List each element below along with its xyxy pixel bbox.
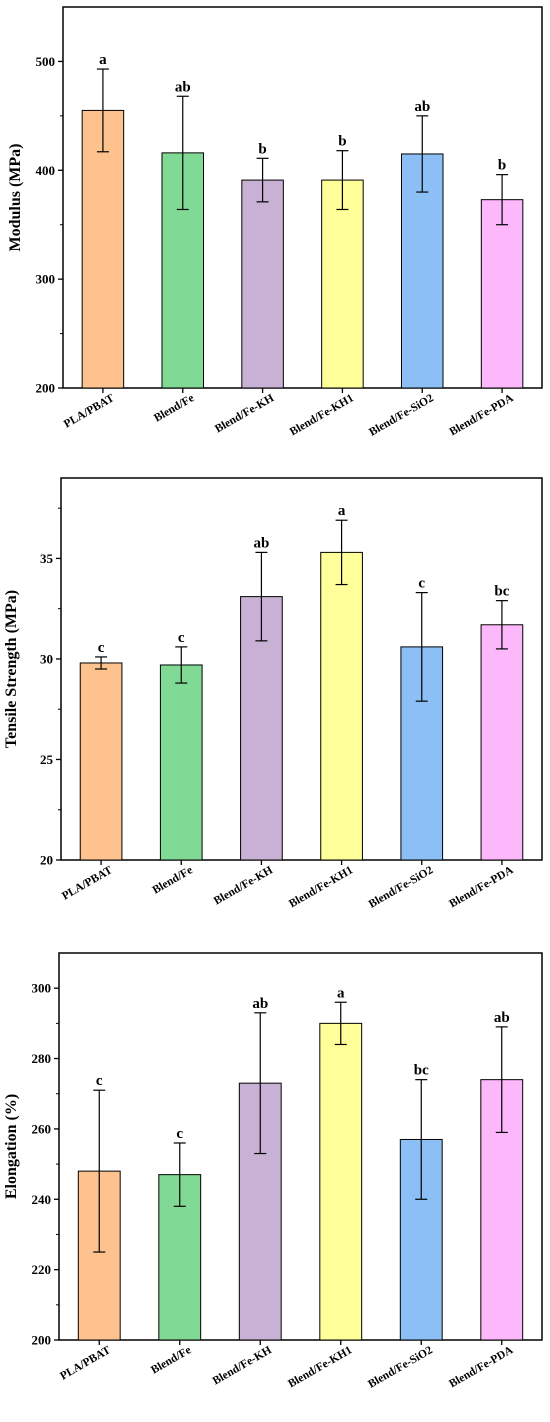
y-tick-label: 300 bbox=[32, 981, 52, 996]
y-axis-title: Modulus (MPa) bbox=[7, 144, 24, 252]
bar-4 bbox=[320, 551, 363, 861]
y-tick-label: 240 bbox=[32, 1192, 52, 1207]
x-category-label: PLA/PBAT bbox=[58, 1344, 113, 1383]
bar-5 bbox=[400, 153, 444, 389]
y-tick-label: 220 bbox=[32, 1262, 52, 1277]
x-category-label: Blend/Fe-KH bbox=[213, 392, 276, 435]
y-axis-title: Elongation (%) bbox=[3, 1094, 20, 1199]
significance-label: c bbox=[96, 1073, 103, 1089]
x-category-label: Blend/Fe-SiO2 bbox=[366, 1344, 435, 1391]
significance-label: bc bbox=[494, 584, 509, 600]
significance-label: bc bbox=[414, 1063, 429, 1079]
x-category-label: Blend/Fe bbox=[149, 1344, 193, 1376]
significance-label: a bbox=[99, 52, 107, 68]
significance-label: a bbox=[338, 503, 346, 519]
y-tick-label: 30 bbox=[40, 651, 53, 666]
y-tick-label: 35 bbox=[40, 551, 54, 566]
y-axis-title: Tensile Strength (MPa) bbox=[3, 590, 20, 748]
bar-1 bbox=[79, 662, 123, 861]
bar-4 bbox=[319, 1022, 363, 1341]
y-tick-label: 280 bbox=[32, 1051, 52, 1066]
significance-label: c bbox=[176, 1126, 183, 1142]
x-category-label: Blend/Fe-KH1 bbox=[288, 392, 356, 438]
x-category-label: Blend/Fe-KH bbox=[211, 1344, 274, 1387]
significance-label: b bbox=[338, 134, 346, 150]
bar-6 bbox=[480, 199, 524, 389]
y-tick-label: 200 bbox=[36, 381, 56, 396]
y-tick-label: 400 bbox=[36, 163, 56, 178]
significance-label: ab bbox=[494, 1010, 510, 1026]
x-category-label: PLA/PBAT bbox=[60, 864, 115, 903]
chart-panel-2: 20 25 30 35 Tensile Strength (MPa) c PLA/PBAT c… bbox=[3, 477, 543, 911]
significance-label: ab bbox=[252, 996, 268, 1012]
bar-3 bbox=[241, 179, 284, 389]
significance-label: ab bbox=[414, 99, 430, 115]
plot-frame bbox=[62, 6, 543, 389]
x-category-label: Blend/Fe-SiO2 bbox=[367, 392, 436, 439]
significance-label: c bbox=[98, 640, 105, 656]
significance-label: b bbox=[258, 141, 266, 157]
y-tick-label: 260 bbox=[32, 1121, 52, 1136]
x-category-label: Blend/Fe-PDA bbox=[448, 392, 517, 439]
x-category-label: Blend/Fe bbox=[152, 392, 196, 424]
x-category-label: PLA/PBAT bbox=[62, 392, 117, 431]
significance-label: b bbox=[498, 158, 506, 174]
plot-frame bbox=[58, 952, 543, 1341]
bar-2 bbox=[159, 664, 203, 861]
x-category-label: Blend/Fe bbox=[151, 864, 195, 896]
y-tick-label: 500 bbox=[36, 54, 56, 69]
chart-panel-1: 200 300 400 500 Modulus (MPa) a PLA/PBAT ab Blen… bbox=[7, 6, 543, 439]
x-category-label: Blend/Fe-KH1 bbox=[287, 864, 355, 910]
y-tick-label: 20 bbox=[40, 853, 53, 868]
bar-4 bbox=[321, 179, 364, 389]
significance-label: ab bbox=[253, 535, 269, 551]
significance-label: ab bbox=[175, 79, 191, 95]
significance-label: a bbox=[337, 985, 345, 1001]
x-category-label: Blend/Fe-SiO2 bbox=[367, 864, 436, 911]
significance-label: c bbox=[418, 576, 425, 592]
x-category-label: Blend/Fe-PDA bbox=[447, 1344, 516, 1391]
y-tick-label: 25 bbox=[40, 752, 54, 767]
significance-label: c bbox=[178, 630, 185, 646]
bar-6 bbox=[480, 624, 524, 861]
x-category-label: Blend/Fe-PDA bbox=[447, 864, 516, 911]
y-tick-label: 200 bbox=[32, 1333, 52, 1348]
y-tick-label: 300 bbox=[36, 272, 56, 287]
x-category-label: Blend/Fe-KH bbox=[212, 864, 275, 907]
x-category-label: Blend/Fe-KH1 bbox=[286, 1344, 354, 1390]
plot-frame bbox=[60, 477, 543, 861]
chart-panel-3: 200 220 240 260 280 300 Elongation (%) c PLA/PBA… bbox=[3, 952, 543, 1391]
